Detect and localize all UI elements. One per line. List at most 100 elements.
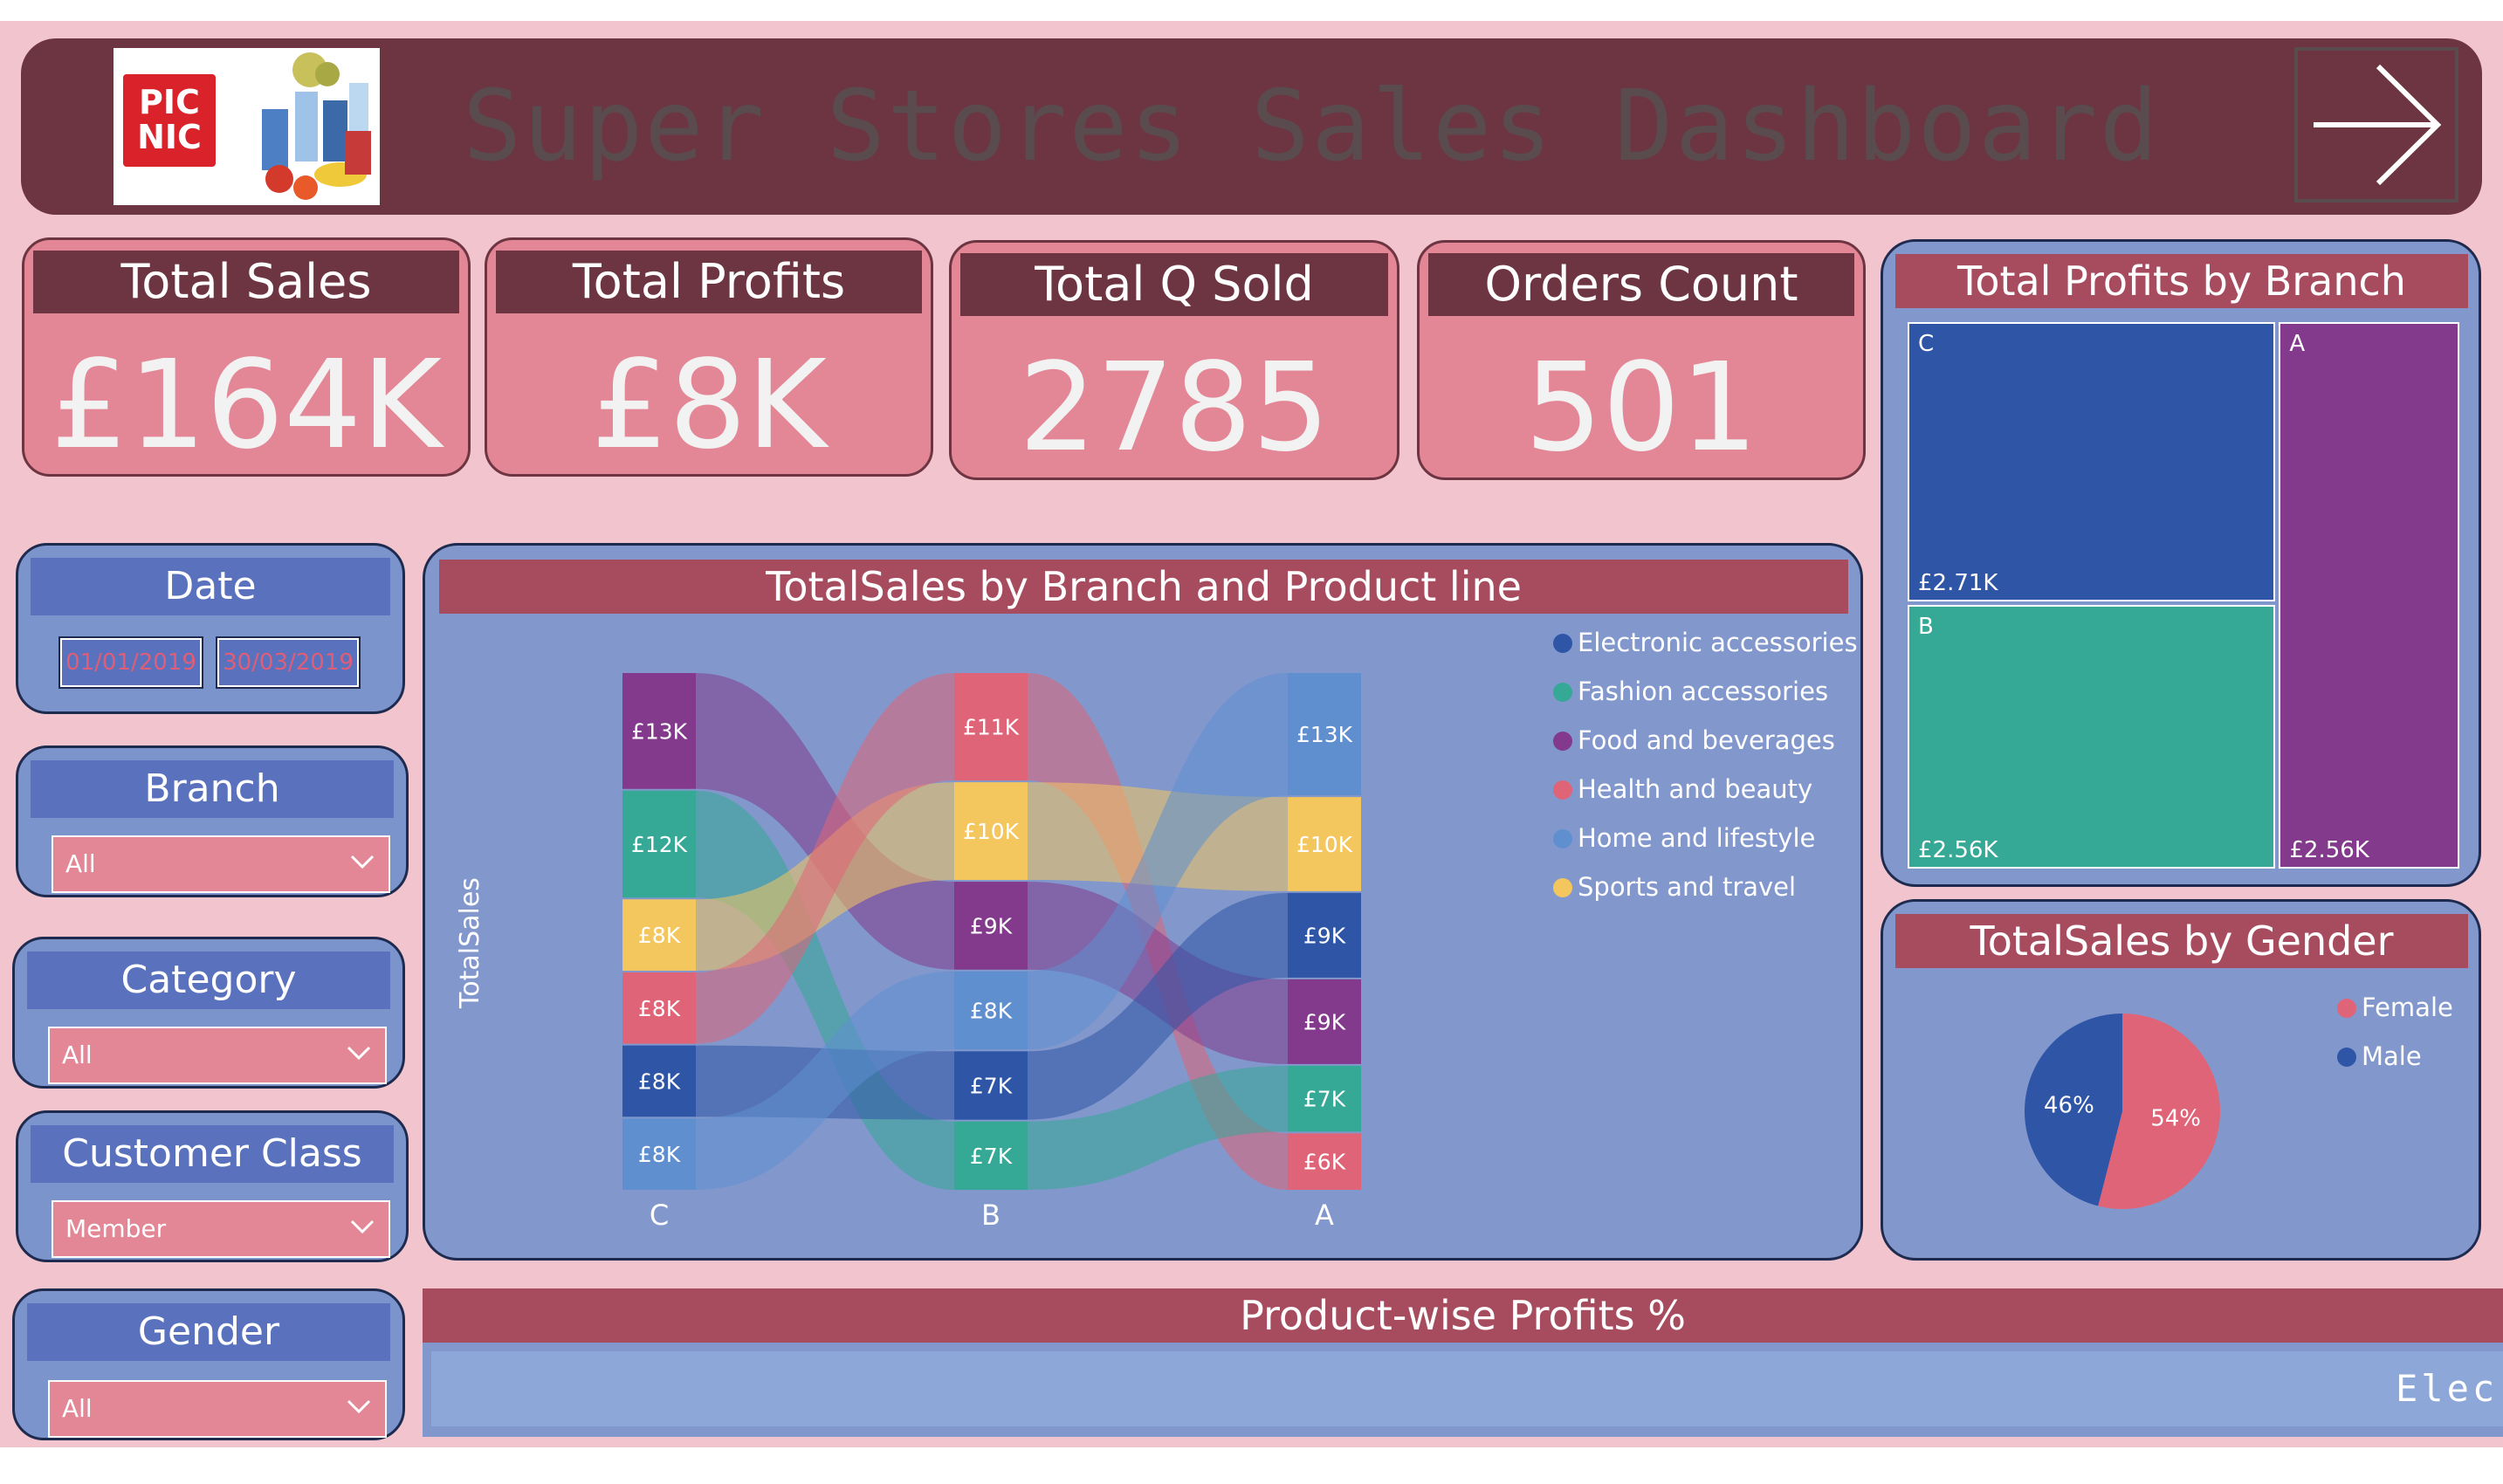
kpi-value: £164K xyxy=(50,334,443,477)
pie-slice[interactable] xyxy=(2025,1013,2122,1206)
sankey-chart: £13K £12K £8K £8K £8K £8K C £11K £10K £9K £8K £7K £7… xyxy=(622,673,1361,1232)
slicer-title: Date xyxy=(31,558,390,615)
x-axis-tick: C xyxy=(650,1199,669,1232)
kpi-total-sales: Total Sales £164K xyxy=(22,237,471,477)
chevron-down-icon xyxy=(347,1399,371,1414)
date-start-input[interactable]: 01/01/2019 xyxy=(58,636,203,689)
sankey-node[interactable] xyxy=(622,673,696,789)
legend-item[interactable]: Food and beverages xyxy=(1553,725,1835,755)
kpi-label: Total Sales xyxy=(33,251,459,313)
legend-marker xyxy=(1553,878,1572,897)
sankey-link[interactable] xyxy=(1028,892,1288,1120)
kpi-orders-count: Orders Count 501 xyxy=(1417,240,1866,480)
sankey-node-label: £8K xyxy=(638,996,681,1021)
ticker-text: Elec xyxy=(2396,1367,2499,1410)
sankey-node[interactable] xyxy=(954,882,1028,970)
sankey-node[interactable] xyxy=(954,1121,1028,1190)
branch-dropdown[interactable]: All xyxy=(52,835,390,893)
sankey-link[interactable] xyxy=(1028,673,1288,1050)
sankey-node[interactable] xyxy=(622,972,696,1044)
sankey-node[interactable] xyxy=(1288,892,1361,978)
sankey-link[interactable] xyxy=(696,673,954,970)
pie-panel: TotalSales by Gender 54% 46% Female Male xyxy=(1881,899,2481,1261)
customer-class-dropdown[interactable]: Member xyxy=(52,1200,390,1258)
treemap-tile[interactable]: C £2.71K xyxy=(1908,322,2276,601)
legend-label: Sports and travel xyxy=(1578,872,1797,902)
sankey-node[interactable] xyxy=(1288,979,1361,1064)
category-dropdown[interactable]: All xyxy=(48,1027,387,1084)
date-slicer: Date 01/01/2019 30/03/2019 xyxy=(16,543,405,714)
sankey-node[interactable] xyxy=(954,782,1028,881)
legend-item[interactable]: Fashion accessories xyxy=(1553,677,1828,706)
gender-dropdown[interactable]: All xyxy=(48,1380,387,1438)
pie-slice-label: 54% xyxy=(2150,1106,2201,1132)
slicer-title: Customer Class xyxy=(31,1125,394,1183)
pie-slice[interactable] xyxy=(2098,1013,2220,1209)
date-end-input[interactable]: 30/03/2019 xyxy=(216,636,361,689)
sankey-node[interactable] xyxy=(1288,673,1361,796)
legend-item[interactable]: Health and beauty xyxy=(1553,774,1812,804)
sankey-node[interactable] xyxy=(1288,1065,1361,1132)
sankey-node-label: £10K xyxy=(1296,832,1353,857)
sankey-node[interactable] xyxy=(1288,1133,1361,1190)
legend-label: Home and lifestyle xyxy=(1578,823,1816,853)
sankey-node[interactable] xyxy=(954,673,1028,781)
sankey-node-label: £9K xyxy=(1303,923,1346,948)
sankey-node[interactable] xyxy=(1288,797,1361,891)
kpi-value: 2785 xyxy=(1018,337,1331,479)
legend-marker xyxy=(1553,829,1572,848)
sankey-node-label: £11K xyxy=(963,715,1020,740)
sankey-link[interactable] xyxy=(1028,1065,1288,1190)
sankey-node[interactable] xyxy=(622,1118,696,1190)
treemap-tile-value: £2.56K xyxy=(2289,837,2369,863)
x-axis-tick: B xyxy=(981,1199,1001,1232)
legend-label: Fashion accessories xyxy=(1578,677,1829,706)
sankey-node-label: £9K xyxy=(1303,1009,1346,1034)
next-page-button[interactable] xyxy=(2294,47,2458,203)
legend-marker xyxy=(1553,683,1572,702)
sankey-node-label: £10K xyxy=(963,819,1020,844)
sankey-node-label: £7K xyxy=(970,1073,1013,1098)
legend-marker xyxy=(1553,634,1572,653)
chevron-down-icon xyxy=(350,1219,375,1234)
product-profits-title: Product-wise Profits % xyxy=(423,1288,2503,1343)
legend-marker xyxy=(2337,1048,2356,1067)
legend-marker xyxy=(1553,732,1572,751)
sankey-node-label: £12K xyxy=(631,832,688,857)
customer-class-slicer: Customer Class Member xyxy=(16,1110,409,1262)
arrow-right-icon xyxy=(2314,64,2442,186)
treemap-tile[interactable]: B £2.56K xyxy=(1908,604,2276,869)
sankey-node[interactable] xyxy=(622,790,696,898)
sankey-link[interactable] xyxy=(696,673,954,1044)
legend-item[interactable]: Male xyxy=(2337,1041,2422,1071)
sankey-node-label: £7K xyxy=(1303,1087,1346,1112)
sankey-node[interactable] xyxy=(622,899,696,971)
sankey-node[interactable] xyxy=(954,1051,1028,1120)
x-axis-tick: A xyxy=(1315,1199,1334,1232)
treemap-title: Total Profits by Branch xyxy=(1895,254,2468,308)
legend-item[interactable]: Electronic accessories xyxy=(1553,628,1858,657)
branch-slicer: Branch All xyxy=(16,745,409,897)
sankey-title: TotalSales by Branch and Product line xyxy=(439,560,1848,614)
treemap-tile[interactable]: A £2.56K xyxy=(2279,322,2459,869)
legend-marker xyxy=(1553,780,1572,800)
sankey-link[interactable] xyxy=(696,971,954,1190)
dropdown-value: Member xyxy=(65,1214,167,1243)
dropdown-value: All xyxy=(62,1041,93,1069)
legend-item[interactable]: Home and lifestyle xyxy=(1553,823,1815,853)
sankey-node[interactable] xyxy=(622,1045,696,1117)
sankey-node-label: £8K xyxy=(638,923,681,948)
pie-chart: 54% 46% xyxy=(2025,1013,2220,1209)
legend-item[interactable]: Female xyxy=(2337,993,2453,1022)
gender-slicer: Gender All xyxy=(12,1288,405,1440)
legend-item[interactable]: Sports and travel xyxy=(1553,872,1796,902)
sankey-node[interactable] xyxy=(954,971,1028,1050)
kpi-total-profits: Total Profits £8K xyxy=(485,237,933,477)
dropdown-value: All xyxy=(65,849,96,878)
sankey-node-label: £13K xyxy=(1296,722,1353,747)
slicer-title: Gender xyxy=(27,1303,390,1361)
treemap-tile-branch: B xyxy=(1918,613,1934,640)
kpi-value: 501 xyxy=(1524,337,1758,479)
sankey-node-label: £8K xyxy=(638,1142,681,1167)
dropdown-value: All xyxy=(62,1394,93,1423)
